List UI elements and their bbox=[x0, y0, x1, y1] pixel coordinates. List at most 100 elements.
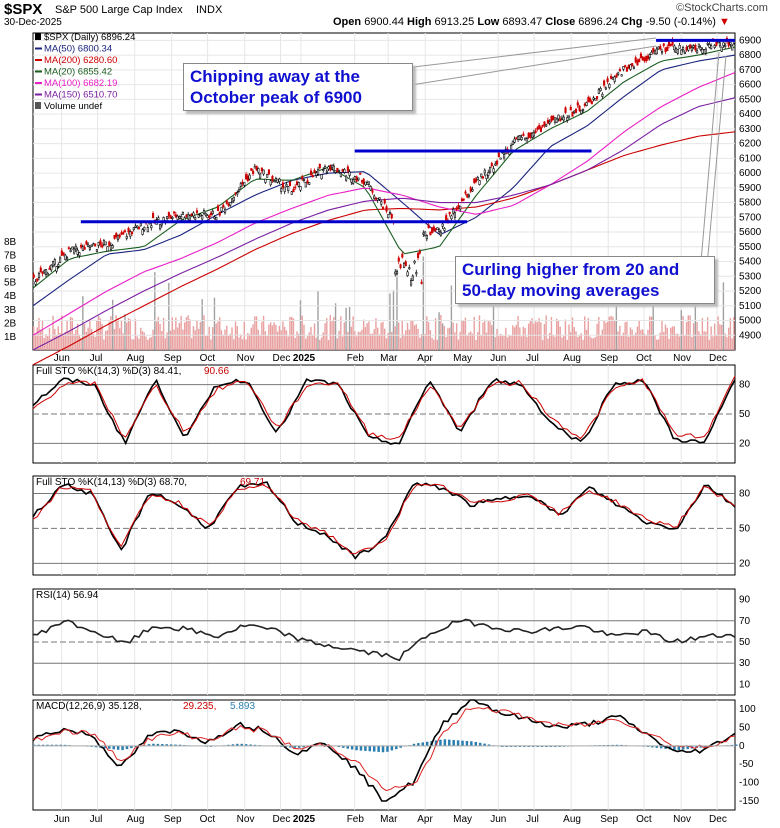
price-tick-label: 6500 bbox=[739, 94, 762, 105]
candle-body bbox=[690, 47, 693, 52]
volume-bar bbox=[517, 316, 519, 350]
macd-histogram-bar bbox=[381, 745, 385, 753]
volume-bar bbox=[584, 316, 586, 350]
volume-bar bbox=[206, 335, 209, 350]
volume-bar bbox=[354, 331, 356, 350]
volume-bar bbox=[343, 322, 346, 350]
volume-tick-label: 3B bbox=[4, 305, 17, 316]
candle-body bbox=[199, 213, 202, 217]
candle-body bbox=[510, 145, 513, 151]
callout-ma: Curling higher from 20 and 50-day moving… bbox=[455, 256, 715, 304]
volume-bar bbox=[271, 325, 274, 350]
candle-body bbox=[209, 212, 213, 216]
macd-histogram-bar bbox=[174, 744, 177, 746]
candle-body bbox=[467, 194, 471, 198]
candle-body bbox=[331, 164, 334, 169]
macd-histogram-bar bbox=[474, 741, 478, 746]
oscillator-tick-label: 80 bbox=[739, 488, 751, 499]
volume-bar bbox=[403, 334, 405, 350]
candle-body bbox=[176, 215, 179, 220]
oscillator-tick-label: 50 bbox=[739, 723, 751, 734]
price-tick-label: 5600 bbox=[739, 227, 762, 238]
volume-bar bbox=[545, 315, 547, 350]
candle-body bbox=[531, 133, 534, 138]
candle-body bbox=[664, 47, 667, 52]
candle-body bbox=[399, 264, 402, 269]
candle-body bbox=[555, 118, 558, 123]
macd-histogram-bar bbox=[615, 744, 619, 746]
candle-body bbox=[699, 47, 702, 50]
volume-bar bbox=[426, 316, 428, 350]
candle-body bbox=[689, 44, 692, 49]
volume-bar bbox=[589, 336, 591, 350]
volume-bar bbox=[692, 323, 695, 350]
volume-bar bbox=[492, 269, 495, 350]
macd-histogram-bar bbox=[461, 740, 464, 746]
volume-bar bbox=[229, 333, 231, 350]
candle-body bbox=[115, 233, 118, 238]
volume-bar bbox=[275, 324, 277, 350]
x-tick-label: Jul bbox=[526, 353, 539, 364]
candle-body bbox=[304, 182, 307, 188]
candle-body bbox=[636, 60, 639, 66]
volume-bar bbox=[226, 325, 228, 350]
volume-bar bbox=[255, 316, 258, 350]
candle-body bbox=[252, 170, 255, 174]
candle-body bbox=[715, 41, 718, 46]
price-tick-label: 5500 bbox=[739, 242, 762, 253]
volume-bar bbox=[147, 339, 149, 350]
candle-body bbox=[66, 257, 69, 260]
candle-body bbox=[129, 231, 132, 237]
index-name: S&P 500 Large Cap Index bbox=[55, 4, 183, 16]
candle-body bbox=[452, 208, 455, 214]
candle-body bbox=[134, 225, 137, 228]
macd-histogram-bar bbox=[342, 745, 345, 748]
sto-slow-d-value: 69.71 bbox=[240, 477, 265, 488]
volume-bar bbox=[212, 327, 214, 350]
price-tick-label: 5900 bbox=[739, 183, 762, 194]
volume-bar bbox=[673, 326, 675, 350]
macd-histogram-bar bbox=[359, 745, 363, 751]
volume-bar bbox=[350, 326, 353, 350]
candle-body bbox=[481, 176, 485, 179]
candle-body bbox=[478, 180, 481, 185]
volume-bar bbox=[666, 327, 668, 350]
candle-body bbox=[573, 110, 576, 113]
volume-bar bbox=[55, 335, 58, 350]
volume-bar bbox=[464, 317, 467, 350]
candle-body bbox=[696, 50, 699, 54]
price-tick-label: 5100 bbox=[739, 301, 762, 312]
volume-bar bbox=[168, 282, 170, 350]
candle-body bbox=[166, 216, 169, 219]
price-tick-label: 6000 bbox=[739, 168, 762, 179]
volume-bar bbox=[213, 297, 216, 350]
candle-body bbox=[383, 199, 386, 204]
candle-body bbox=[239, 183, 242, 187]
candle-body bbox=[420, 281, 423, 284]
symbol-title: $SPX bbox=[4, 1, 43, 18]
candle-body bbox=[496, 160, 499, 165]
candle-body bbox=[260, 167, 263, 172]
candle-body bbox=[703, 49, 706, 55]
price-tick-label: 5800 bbox=[739, 198, 762, 209]
macd-histogram-bar bbox=[108, 745, 111, 749]
volume-bar bbox=[687, 315, 690, 350]
x-tick-label-bottom: Sep bbox=[600, 814, 618, 825]
candle-body bbox=[364, 181, 367, 186]
volume-bar bbox=[166, 332, 168, 350]
candle-body bbox=[173, 211, 176, 214]
volume-bar bbox=[47, 336, 49, 350]
macd-histogram-bar bbox=[103, 745, 107, 749]
volume-bar bbox=[359, 331, 361, 350]
candle-body bbox=[278, 178, 281, 182]
volume-bar bbox=[554, 336, 556, 350]
macd-histogram-bar bbox=[55, 744, 58, 746]
volume-bar bbox=[164, 338, 167, 350]
macd-histogram-bar bbox=[417, 743, 420, 746]
candle-body bbox=[187, 214, 190, 220]
candle-body bbox=[701, 49, 704, 54]
volume-bar bbox=[154, 272, 156, 350]
candle-body bbox=[415, 272, 418, 275]
candle-body bbox=[490, 162, 493, 167]
legend-entry: MA(50) 6800.34 bbox=[44, 44, 112, 55]
